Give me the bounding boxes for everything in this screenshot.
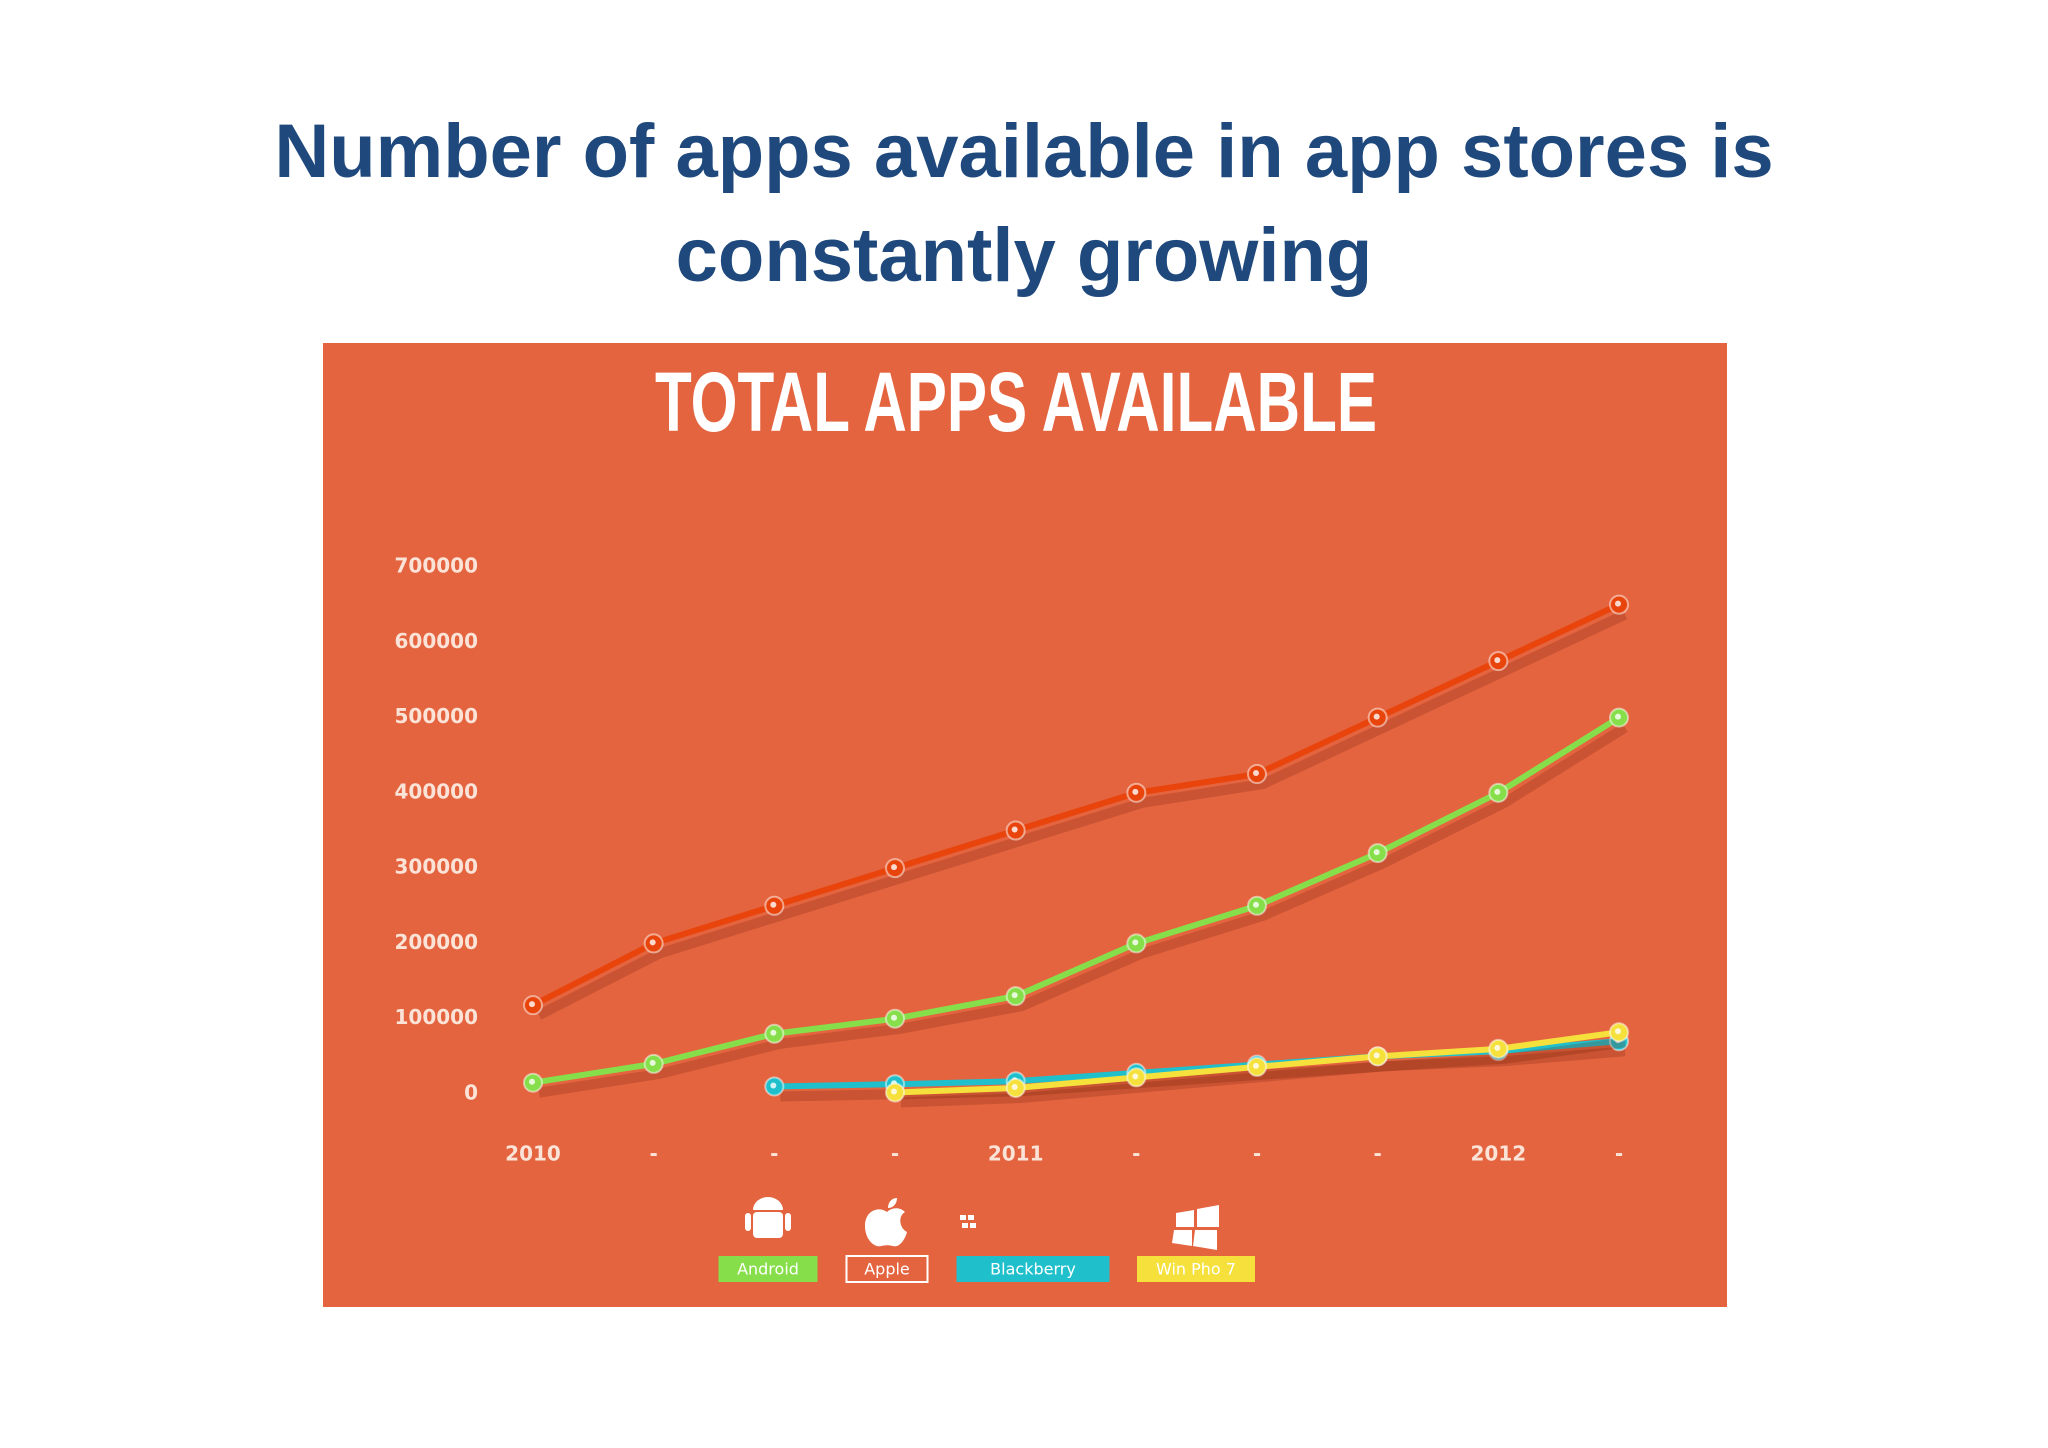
slide-title: constantly growing	[676, 213, 1373, 298]
point-highlight	[1132, 939, 1139, 946]
point-highlight	[1373, 713, 1380, 720]
x-tick-label: -	[650, 1142, 658, 1166]
legend-icons	[745, 1197, 1219, 1250]
x-tick-label: 2010	[505, 1142, 561, 1166]
legend-swatch	[718, 1256, 818, 1282]
chart-title: TOTAL APPS AVAILABLE	[655, 355, 1377, 449]
point-highlight	[1253, 1062, 1259, 1069]
legend-label: Apple	[864, 1260, 910, 1279]
point-highlight	[1615, 1028, 1621, 1035]
point-highlight	[770, 1029, 777, 1036]
point-highlight	[891, 1014, 897, 1021]
legend-swatch	[956, 1256, 1110, 1282]
legend-swatch	[1137, 1256, 1255, 1282]
point-highlight	[891, 864, 897, 871]
point-highlight	[649, 939, 656, 946]
x-tick-label: -	[1374, 1142, 1382, 1166]
y-tick-label: 100000	[395, 1005, 479, 1029]
y-tick-label: 700000	[395, 554, 479, 578]
point-highlight	[1615, 713, 1621, 720]
point-highlight	[1253, 901, 1259, 908]
point-highlight	[1253, 770, 1259, 777]
y-tick-label: 200000	[395, 930, 479, 954]
point-highlight	[1373, 1052, 1380, 1059]
y-tick-label: 300000	[395, 855, 479, 879]
point-highlight	[1494, 1044, 1501, 1051]
point-highlight	[1011, 1083, 1018, 1090]
point-highlight	[1132, 1073, 1139, 1080]
point-highlight	[891, 1088, 897, 1095]
series-shadow	[900, 1037, 1626, 1108]
x-tick-label: -	[1253, 1142, 1261, 1166]
x-tick-label: -	[891, 1142, 899, 1166]
y-tick-label: 0	[464, 1081, 478, 1105]
point-highlight	[529, 1078, 535, 1085]
point-highlight	[1011, 992, 1018, 999]
point-highlight	[649, 1059, 656, 1066]
series-line	[531, 601, 1621, 1008]
x-tick-label: -	[1132, 1142, 1140, 1166]
series-shadow	[538, 723, 1628, 1098]
legend-swatch	[845, 1255, 929, 1283]
x-tick-label: -	[1615, 1142, 1623, 1166]
point-highlight	[1132, 788, 1139, 795]
legend-label: Win Pho 7	[1156, 1260, 1236, 1279]
point-highlight	[1011, 826, 1018, 833]
point-highlight	[770, 1082, 777, 1089]
slide-title: Number of apps available in app stores i…	[274, 109, 1773, 194]
legend-label: Blackberry	[990, 1260, 1076, 1279]
point-highlight	[770, 901, 777, 908]
y-tick-label: 500000	[395, 704, 479, 728]
point-highlight	[1494, 788, 1501, 795]
legend-label: Android	[737, 1260, 799, 1279]
x-tick-label: -	[770, 1142, 778, 1166]
y-tick-label: 400000	[395, 779, 479, 803]
x-tick-label: 2012	[1470, 1142, 1526, 1166]
point-highlight	[1373, 849, 1380, 856]
y-tick-label: 600000	[395, 629, 479, 653]
series-shadow	[536, 610, 1628, 1020]
series-line	[532, 715, 1621, 1086]
point-highlight	[1494, 657, 1501, 664]
x-tick-label: 2011	[988, 1142, 1044, 1166]
point-highlight	[529, 1001, 535, 1008]
point-highlight	[1615, 600, 1621, 607]
